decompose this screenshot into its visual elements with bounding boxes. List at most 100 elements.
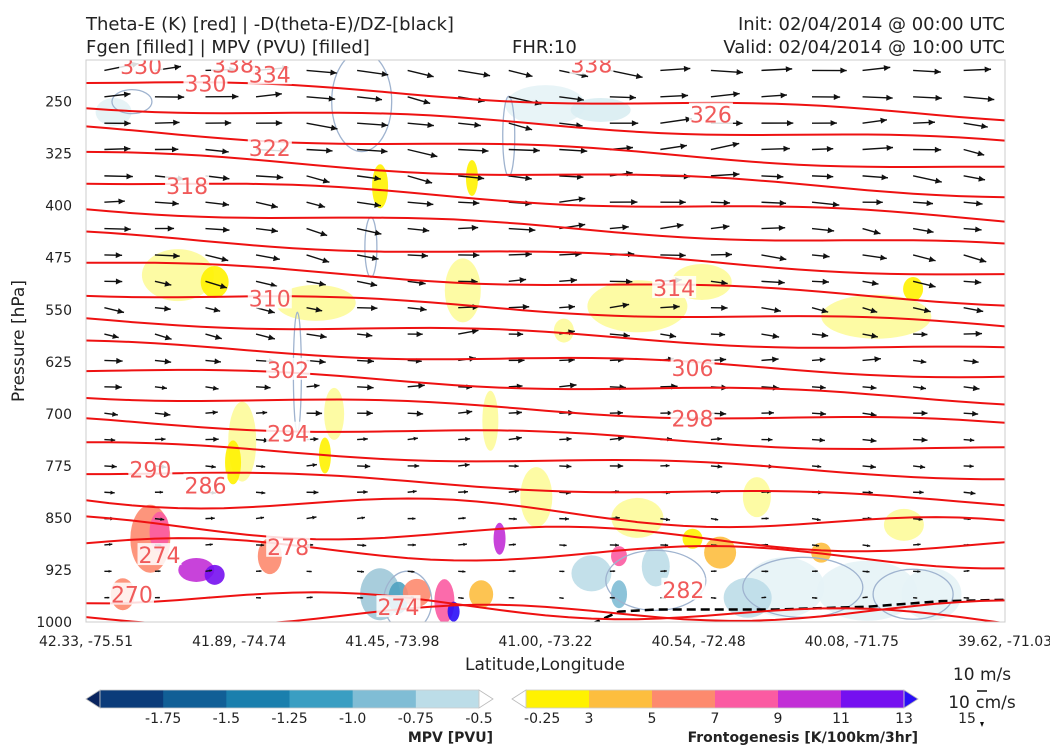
wind-arrow <box>912 175 942 184</box>
wind-arrow <box>255 333 276 341</box>
wind-arrow <box>609 302 630 309</box>
wind-arrow <box>306 490 319 495</box>
filled-contour-region <box>469 580 494 609</box>
wind-arrow <box>407 306 427 313</box>
wind-arrow <box>710 464 723 469</box>
wind-arrow <box>710 199 731 206</box>
wind-arrow <box>811 307 829 314</box>
wind-arrow <box>154 570 161 573</box>
wind-arrow <box>811 357 826 363</box>
wind-arrow <box>710 596 717 600</box>
wind-key-vertical-arrow <box>980 722 984 727</box>
wind-arrow <box>205 119 232 126</box>
wind-arrow <box>154 437 166 442</box>
wind-arrow <box>154 305 171 312</box>
wind-arrow <box>963 385 980 392</box>
wind-arrow <box>761 254 787 262</box>
wind-arrow <box>963 410 979 417</box>
wind-arrow <box>963 96 995 102</box>
wind-arrow <box>306 463 318 468</box>
wind-arrow <box>407 410 424 417</box>
wind-arrow <box>154 385 168 390</box>
theta-e-line-338 <box>86 150 1005 199</box>
wind-arrow <box>205 226 230 233</box>
mpv-colorbar: -1.75 -1.5 -1.25 -1.0 -0.75 -0.5 -0.25 <box>85 689 560 727</box>
wind-arrow <box>104 411 118 417</box>
wind-arrow <box>205 93 239 100</box>
wind-arrow <box>559 516 570 521</box>
wind-arrow <box>104 198 125 205</box>
mpv-colorbar-label: MPV [PVU] <box>408 730 493 746</box>
wind-key-vertical-label: 10 cm/s <box>948 693 1016 713</box>
wind-arrow <box>963 330 983 337</box>
wind-arrow <box>710 141 740 151</box>
wind-arrow <box>963 438 975 443</box>
wind-arrow <box>913 543 921 547</box>
wind-arrow <box>963 358 979 365</box>
colorbar-tick-label: -0.75 <box>398 711 434 727</box>
contour-label-background <box>247 62 292 85</box>
colorbar-extension-min <box>85 689 101 709</box>
wind-arrow <box>104 437 116 443</box>
colorbar-tick-label: 11 <box>832 711 850 727</box>
wind-arrow <box>407 463 420 469</box>
wind-arrow <box>255 307 275 314</box>
wind-arrow <box>609 543 619 547</box>
wind-arrow <box>205 410 218 415</box>
wind-arrow <box>963 66 992 73</box>
colorbar-tick-label: -0.5 <box>465 711 492 727</box>
plot-area: 270 274 274 278 282 286 290 294 298 302 306 310 314 3… <box>85 59 1006 623</box>
init-time: Init: 02/04/2014 @ 00:00 UTC <box>737 14 1005 35</box>
wind-arrow <box>458 199 480 206</box>
wind-arrow <box>811 570 818 573</box>
x-tick-label: 41.00, -73.22 <box>498 634 592 650</box>
wind-arrow <box>458 570 466 573</box>
filled-contour-region <box>883 508 924 541</box>
wind-arrow <box>357 570 365 573</box>
filled-contour-region <box>571 555 612 592</box>
wind-arrow <box>660 222 684 230</box>
colorbar-segment <box>415 690 480 708</box>
wind-arrow <box>862 437 877 444</box>
wind-arrow <box>255 91 282 98</box>
wind-arrow <box>660 116 693 124</box>
wind-arrow <box>205 175 230 181</box>
wind-arrow <box>104 384 122 391</box>
wind-arrow <box>913 464 926 470</box>
contour-label-background <box>661 577 706 600</box>
wind-arrow <box>811 464 822 469</box>
wind-arrow <box>559 196 586 203</box>
frontogenesis-colorbar-label: Frontogenesis [K/100km/3hr] <box>688 730 918 746</box>
colorbar-segment <box>526 690 590 708</box>
wind-arrow <box>963 490 976 496</box>
wind-arrow <box>255 570 262 573</box>
contour-label: 270 <box>111 584 153 609</box>
filled-contour-region <box>204 564 225 585</box>
wind-arrow <box>357 463 371 469</box>
wind-arrow <box>963 226 982 233</box>
wind-arrow <box>761 517 769 520</box>
wind-arrow <box>811 410 827 417</box>
wind-arrow <box>761 120 794 127</box>
contour-label: 274 <box>139 544 181 569</box>
wind-arrow <box>205 569 213 573</box>
wind-arrow <box>104 91 131 98</box>
theta-e-line-302 <box>86 397 1005 424</box>
wind-arrow <box>104 357 123 364</box>
contour-label: 298 <box>672 407 714 432</box>
wind-arrow <box>963 596 970 600</box>
frontogenesis-colorbar: 3 5 7 9 11 13 15 <box>511 689 976 727</box>
wind-arrow <box>508 569 516 573</box>
wind-arrow <box>710 224 730 230</box>
wind-arrow <box>154 490 164 494</box>
wind-arrow <box>357 358 375 365</box>
wind-arrow <box>104 596 110 599</box>
wind-arrow <box>963 148 985 157</box>
wind-arrow <box>306 201 326 209</box>
wind-arrow <box>912 254 936 263</box>
colorbar-tick-label: -1.0 <box>339 711 366 727</box>
filled-contour-region <box>200 266 229 299</box>
colorbar-tick-label: -1.5 <box>213 711 240 727</box>
y-tick-label: 400 <box>45 199 72 215</box>
